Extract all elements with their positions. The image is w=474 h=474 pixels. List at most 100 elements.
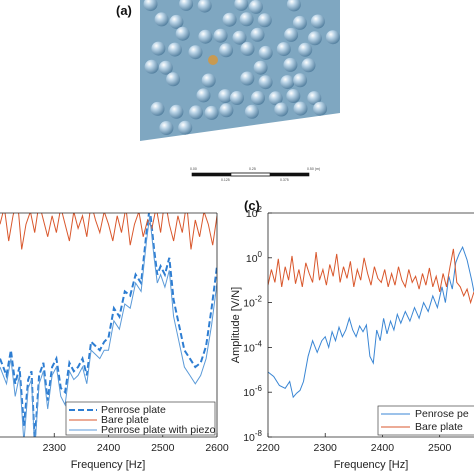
sphere <box>196 88 211 103</box>
sphere <box>292 15 307 30</box>
panel-c-y-label: Amplitude [V/N] <box>230 287 242 363</box>
sphere <box>258 45 273 60</box>
panel-b-series-2 <box>0 215 217 437</box>
sphere <box>250 27 265 42</box>
panel-b-series-1 <box>0 213 217 250</box>
sphere <box>169 14 184 29</box>
sphere <box>188 45 203 60</box>
panel-c-legend: Penrose pe Bare plate <box>377 405 474 436</box>
panel-b-x-tick-label: 2400 <box>97 442 121 454</box>
panel-b-x-tick-label: 2500 <box>151 442 175 454</box>
panel-c-y-tick-label: 10-2 <box>243 295 262 310</box>
panel-b-x-tick-label: 2300 <box>43 442 67 454</box>
sphere <box>197 0 212 13</box>
sphere <box>166 72 181 87</box>
sphere <box>284 27 299 42</box>
panel-c-series-1 <box>268 248 474 305</box>
scale-tick-2: 0.50 (m) <box>307 167 320 171</box>
panel-c-x-tick-label: 2300 <box>314 442 338 454</box>
panel-b-chart: 2300 2400 2500 2600 Frequency [Hz] Penrose … <box>0 212 229 471</box>
sphere <box>150 101 165 116</box>
legend-b-label-0: Penrose plate <box>101 404 166 416</box>
sphere <box>201 73 216 88</box>
sphere <box>293 101 308 116</box>
sphere <box>159 121 174 135</box>
sphere <box>274 102 289 117</box>
panel-c-series-0 <box>268 245 474 399</box>
sphere <box>268 91 283 106</box>
panel-c-series <box>268 245 474 399</box>
sphere <box>167 42 182 57</box>
panel-b-x-ticks: 2300 2400 2500 2600 <box>43 433 229 454</box>
panel-b-series <box>0 213 217 437</box>
sphere <box>213 28 228 43</box>
panel-a-label: (a) <box>116 3 132 18</box>
sphere <box>310 14 325 29</box>
sphere <box>240 71 255 86</box>
sphere <box>175 26 190 41</box>
panel-c-x-tick-label: 2400 <box>371 442 395 454</box>
sphere <box>219 43 234 58</box>
sphere <box>204 105 219 120</box>
piezo-patch <box>208 55 218 65</box>
legend-c-label-0: Penrose pe <box>415 408 469 420</box>
sphere <box>258 75 273 90</box>
sphere <box>286 0 301 12</box>
sphere <box>151 41 166 56</box>
sphere <box>232 30 247 45</box>
sphere <box>158 60 173 75</box>
sphere <box>276 42 291 57</box>
sphere <box>307 91 322 106</box>
sphere <box>283 57 298 72</box>
sphere <box>253 60 268 75</box>
sphere <box>280 75 295 90</box>
panel-c-y-tick-label: 100 <box>246 250 263 265</box>
sphere <box>301 58 316 73</box>
sphere <box>144 59 159 74</box>
sphere <box>218 89 233 104</box>
panel-c-y-tick-label: 102 <box>246 205 263 220</box>
sphere <box>244 104 259 119</box>
sphere <box>239 12 254 27</box>
sphere <box>143 0 158 12</box>
scale-bar: 0.00 0.25 0.50 (m) 0.125 0.375 <box>190 167 320 182</box>
sphere <box>286 89 301 103</box>
sphere <box>219 103 234 118</box>
panel-c-y-ticks: 102 100 10-2 10-4 10-6 10-8 <box>243 205 272 444</box>
legend-b-label-1: Bare plate <box>101 414 149 426</box>
sphere <box>325 30 340 45</box>
sphere <box>179 0 194 11</box>
sphere <box>222 12 237 27</box>
sphere <box>293 73 308 88</box>
panel-c-y-tick-label: 10-4 <box>243 339 262 354</box>
sphere <box>248 0 263 14</box>
sphere <box>240 41 255 56</box>
sphere <box>307 31 322 46</box>
scale-tick-1: 0.25 <box>249 167 256 171</box>
sphere <box>313 101 328 116</box>
panel-c-label: (c) <box>244 198 260 213</box>
sphere <box>169 104 184 119</box>
panel-c-x-ticks: 2200 2300 2400 2500 <box>256 433 452 454</box>
panel-b-x-tick-label: 2600 <box>205 442 229 454</box>
sphere <box>257 13 272 28</box>
sphere <box>298 42 313 57</box>
sphere-array <box>143 0 340 135</box>
scale-sub-1: 0.375 <box>280 178 289 182</box>
sphere <box>154 12 169 27</box>
panel-b-x-label: Frequency [Hz] <box>71 459 146 471</box>
legend-c-label-1: Bare plate <box>415 421 463 433</box>
sphere <box>230 91 244 105</box>
panel-c-x-tick-label: 2500 <box>428 442 452 454</box>
sphere <box>234 0 249 11</box>
scale-sub-0: 0.125 <box>221 178 230 182</box>
panel-c-y-tick-label: 10-8 <box>243 429 262 444</box>
sphere <box>189 105 203 120</box>
panel-a: (a) 0.00 0.25 0.50 (m) 0.125 0.375 <box>116 0 340 182</box>
legend-b-label-2: Penrose plate with piezo <box>101 424 216 436</box>
sphere <box>178 120 193 135</box>
panel-b-legend: Penrose plate Bare plate Penrose plate w… <box>65 401 216 436</box>
scale-tick-0: 0.00 <box>190 167 197 171</box>
